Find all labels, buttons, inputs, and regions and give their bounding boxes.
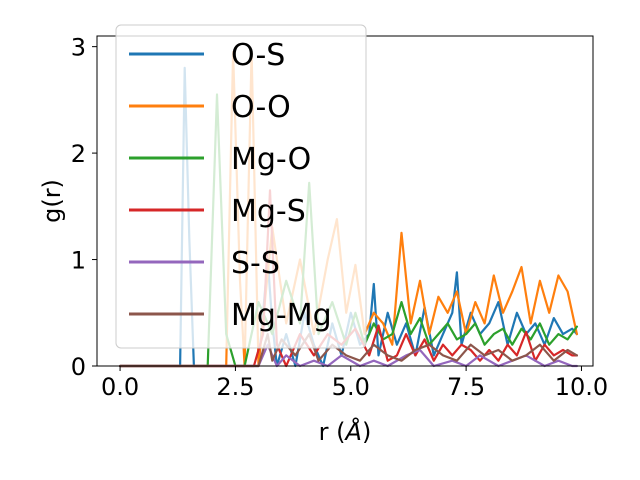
- legend-label-o-s: O-S: [231, 38, 285, 73]
- x-axis-ticks: 0.0 2.5 5.0 7.5 10.0: [101, 366, 608, 401]
- y-tick-label: 0: [71, 353, 86, 381]
- x-tick-label: 7.5: [447, 373, 485, 401]
- x-tick-label: 2.5: [216, 373, 254, 401]
- y-axis-ticks: 0 1 2 3: [71, 34, 97, 381]
- x-tick-label: 10.0: [555, 373, 608, 401]
- y-tick-label: 1: [71, 247, 86, 275]
- y-tick-label: 3: [71, 34, 86, 62]
- legend-label-s-s: S-S: [231, 246, 280, 281]
- legend-label-mg-mg: Mg-Mg: [231, 298, 332, 333]
- y-tick-label: 2: [71, 140, 86, 168]
- legend: O-S O-O Mg-O Mg-S S-S Mg-Mg: [115, 24, 367, 349]
- x-tick-label: 0.0: [101, 373, 139, 401]
- legend-label-mg-s: Mg-S: [231, 194, 306, 229]
- legend-label-mg-o: Mg-O: [231, 142, 311, 177]
- legend-label-o-o: O-O: [231, 90, 291, 125]
- x-tick-label: 5.0: [332, 373, 370, 401]
- x-axis-label: r (Å): [319, 417, 372, 446]
- y-axis-label: g(r): [38, 179, 66, 223]
